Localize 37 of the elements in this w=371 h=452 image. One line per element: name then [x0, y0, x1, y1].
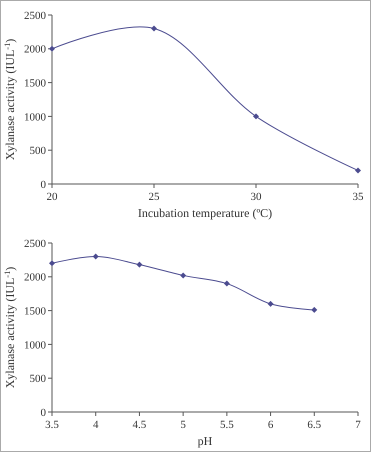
x-tick-label: 30	[250, 191, 262, 203]
x-axis-title: pH	[198, 434, 213, 448]
point	[92, 254, 99, 260]
x-tick-label: 6.5	[307, 419, 322, 431]
x-tick-label: 35	[352, 191, 364, 203]
x-tick-label: 7	[355, 419, 362, 431]
y-tick-label: 1500	[24, 305, 46, 318]
y-tick-label: 2000	[24, 44, 46, 56]
x-tick-label: 6	[268, 419, 274, 431]
y-tick-label: 500	[30, 145, 46, 158]
point	[136, 262, 142, 268]
point	[268, 300, 274, 307]
y-tick-label: 500	[30, 373, 46, 386]
point	[49, 260, 55, 266]
x-tick-label: 5	[180, 419, 186, 431]
point	[355, 167, 361, 174]
x-tick-label: 4	[92, 419, 99, 431]
x-tick-label: 25	[148, 191, 160, 203]
point	[49, 46, 55, 52]
y-tick-label: 0	[40, 406, 46, 419]
y-tick-label: 2000	[24, 272, 46, 284]
point	[224, 280, 230, 287]
point	[311, 306, 318, 313]
y-tick-label: 0	[40, 178, 46, 191]
x-tick-label: 3.5	[45, 419, 60, 431]
y-tick-label: 1500	[24, 77, 46, 90]
y-tick-label: 2500	[24, 238, 46, 250]
x-axis-title: Incubation temperature (ºC)	[138, 206, 272, 220]
point	[253, 113, 259, 120]
y-tick-label: 1000	[24, 111, 46, 124]
point	[180, 272, 186, 278]
x-tick-label: 5.5	[220, 419, 234, 431]
y-tick-label: 2500	[24, 10, 46, 22]
point	[151, 26, 157, 32]
y-tick-label: 1000	[24, 339, 46, 352]
x-tick-label: 20	[46, 191, 58, 203]
x-tick-label: 4.5	[132, 419, 147, 431]
